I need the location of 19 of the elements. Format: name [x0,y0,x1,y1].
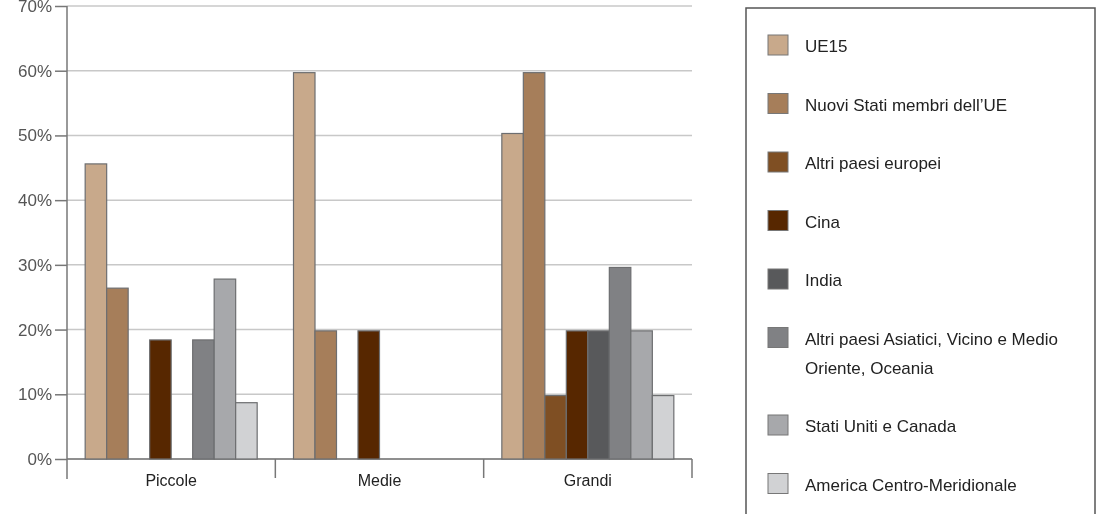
x-tick-label: Medie [357,472,402,489]
y-tick-label: 20% [17,320,52,340]
y-tick-label: 10% [17,385,52,405]
legend-label: Stati Uniti e Canada [805,417,957,436]
y-tick-label: 0% [27,449,52,469]
legend-label: America Centro-Meridionale [805,475,1017,495]
legend-label: India [805,271,843,290]
y-tick-label: 40% [17,191,52,211]
legend-label: Altri paesi Asiatici, Vicino e Medio Oriente, Oceania [805,329,1058,378]
legend-label: UE15 [805,37,848,56]
y-tick-label: 50% [17,126,52,146]
x-tick-label: Piccole [145,472,198,489]
y-tick-label: 70% [17,0,52,16]
x-tick-label: Grandi [563,472,612,489]
legend-label: Nuovi Stati membri dell’UE [805,95,1008,115]
y-tick-label: 30% [17,255,52,275]
legend-label: Cina [805,212,841,232]
y-tick-label: 60% [17,61,52,81]
legend-label: Altri paesi europei [805,154,942,173]
